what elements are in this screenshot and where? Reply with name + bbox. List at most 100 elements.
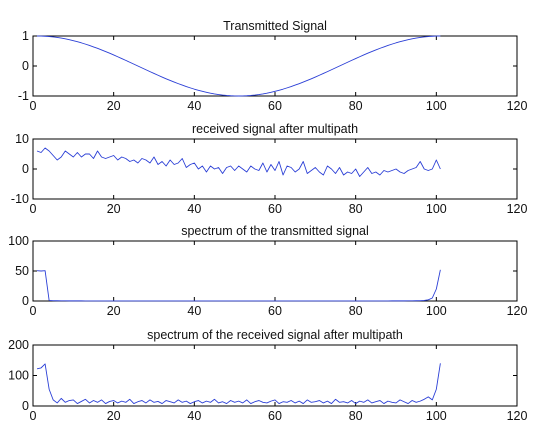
data-point: [93, 158, 94, 159]
data-point: [234, 170, 235, 171]
data-point: [153, 73, 154, 74]
data-point: [391, 402, 392, 403]
data-point: [266, 171, 267, 172]
data-point: [351, 173, 352, 174]
data-point: [351, 300, 352, 301]
data-point: [315, 300, 316, 301]
data-point: [65, 300, 66, 301]
data-point: [403, 173, 404, 174]
data-point: [303, 161, 304, 162]
data-point: [89, 402, 90, 403]
data-point: [351, 400, 352, 401]
data-point: [57, 37, 58, 38]
data-point: [101, 49, 102, 50]
data-point: [327, 71, 328, 72]
data-point: [89, 45, 90, 46]
data-point: [291, 300, 292, 301]
data-point: [121, 300, 122, 301]
data-point: [81, 42, 82, 43]
data-point: [311, 170, 312, 171]
data-point: [343, 300, 344, 301]
data-point: [335, 300, 336, 301]
y-tick-label: 0: [22, 294, 29, 308]
data-point: [170, 80, 171, 81]
data-point: [77, 300, 78, 301]
data-point: [81, 156, 82, 157]
data-point: [383, 403, 384, 404]
data-point: [428, 299, 429, 300]
data-point: [270, 92, 271, 93]
data-point: [129, 161, 130, 162]
data-point: [105, 51, 106, 52]
x-tick-label: 0: [30, 99, 37, 113]
data-point: [129, 300, 130, 301]
data-point: [274, 170, 275, 171]
data-point: [153, 300, 154, 301]
data-point: [198, 300, 199, 301]
data-point: [170, 401, 171, 402]
data-point: [194, 162, 195, 163]
data-point: [319, 300, 320, 301]
data-point: [113, 54, 114, 55]
data-point: [109, 156, 110, 157]
data-point: [331, 69, 332, 70]
data-point: [226, 167, 227, 168]
data-point: [250, 165, 251, 166]
data-point: [238, 165, 239, 166]
axes-box: [32, 344, 518, 407]
data-point: [420, 401, 421, 402]
data-point: [270, 300, 271, 301]
data-point: [77, 41, 78, 42]
data-point: [424, 168, 425, 169]
x-tick-label: 0: [30, 304, 37, 318]
data-point: [238, 300, 239, 301]
x-tick-label: 20: [107, 409, 121, 423]
data-point: [53, 300, 54, 301]
data-point: [408, 170, 409, 171]
axes-box: [32, 35, 518, 97]
data-point: [117, 300, 118, 301]
data-point: [287, 165, 288, 166]
data-point: [214, 300, 215, 301]
data-point: [246, 171, 247, 172]
data-point: [81, 401, 82, 402]
data-point: [113, 400, 114, 401]
data-point: [420, 37, 421, 38]
data-point: [258, 94, 259, 95]
x-tick-label: 60: [268, 202, 282, 216]
data-point: [145, 159, 146, 160]
data-point: [424, 399, 425, 400]
data-point: [295, 171, 296, 172]
data-point: [49, 389, 50, 390]
data-point: [331, 403, 332, 404]
data-point: [202, 300, 203, 301]
data-point: [190, 300, 191, 301]
data-point: [351, 60, 352, 61]
data-point: [387, 171, 388, 172]
data-point: [387, 300, 388, 301]
data-point: [226, 300, 227, 301]
data-point: [339, 300, 340, 301]
y-tick-label: 1: [22, 29, 29, 43]
data-point: [343, 401, 344, 402]
data-point: [190, 87, 191, 88]
data-point: [182, 402, 183, 403]
data-point: [242, 402, 243, 403]
data-point: [202, 165, 203, 166]
data-point: [355, 403, 356, 404]
y-tick-label: 10: [15, 132, 29, 146]
data-point: [395, 300, 396, 301]
data-point: [258, 170, 259, 171]
data-point: [149, 162, 150, 163]
data-point: [174, 402, 175, 403]
data-point: [182, 85, 183, 86]
x-tick-label: 100: [426, 202, 447, 216]
data-point: [85, 399, 86, 400]
data-point: [105, 300, 106, 301]
data-point: [303, 81, 304, 82]
data-point: [242, 300, 243, 301]
data-point: [210, 300, 211, 301]
data-point: [412, 168, 413, 169]
data-point: [89, 153, 90, 154]
data-point: [222, 300, 223, 301]
